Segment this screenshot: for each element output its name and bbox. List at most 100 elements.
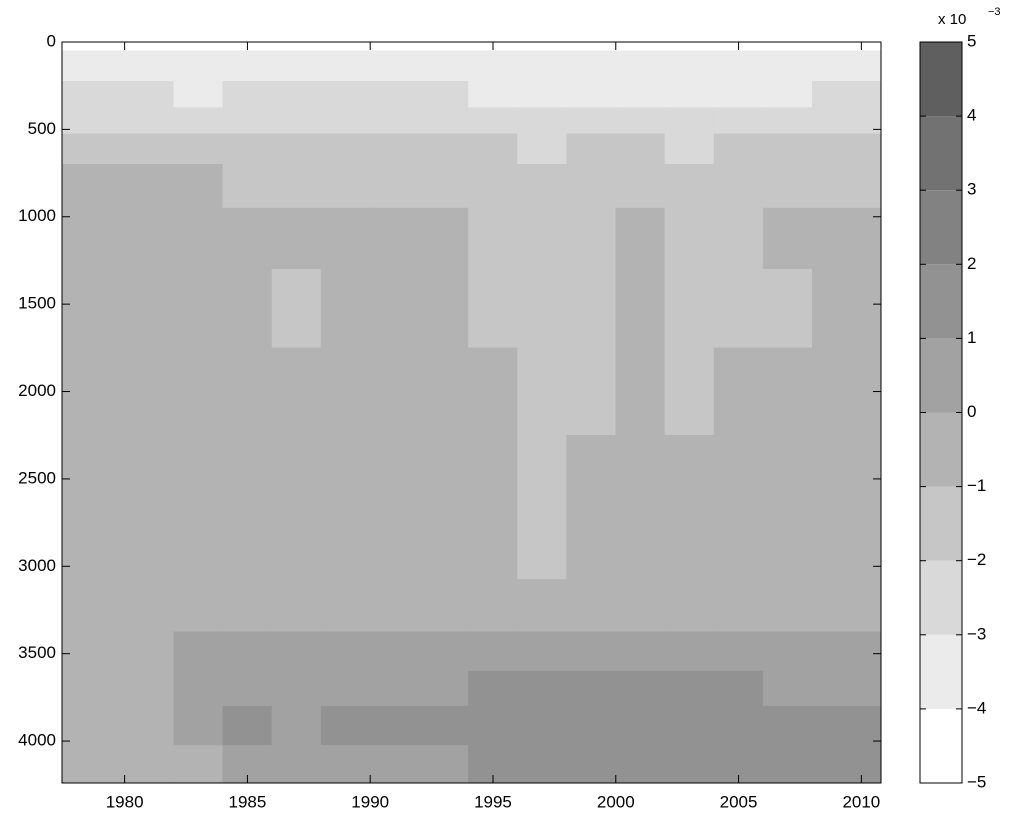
contour-cell: [419, 107, 469, 135]
colorbar-band: [920, 338, 962, 413]
contour-cell: [419, 705, 469, 746]
contour-cell: [615, 107, 666, 135]
contour-cell: [811, 107, 882, 135]
colorbar-exponent: −3: [988, 6, 1001, 18]
contour-cell: [419, 670, 469, 707]
contour-cell: [517, 434, 567, 515]
contour-cell: [811, 670, 882, 707]
contour-cell: [713, 631, 764, 672]
colorbar-tick-label: 4: [967, 106, 976, 125]
contour-cell: [61, 107, 125, 135]
contour-cell: [222, 670, 273, 707]
contour-cell: [369, 347, 420, 436]
contour-cell: [61, 164, 125, 209]
contour-cell: [369, 705, 420, 746]
contour-cell: [320, 745, 371, 784]
contour-cell: [468, 513, 518, 580]
contour-cell: [61, 670, 125, 707]
colorbar-tick-label: 5: [967, 31, 976, 50]
contour-cell: [222, 434, 273, 515]
contour-cell: [271, 347, 322, 436]
contour-cell: [61, 133, 125, 165]
contour-cell: [173, 513, 224, 580]
contour-cell: [664, 745, 715, 784]
contour-cell: [61, 631, 125, 672]
contour-cell: [419, 133, 469, 165]
contour-cell: [271, 670, 322, 707]
contour-cell: [566, 670, 617, 707]
contour-cell: [173, 670, 224, 707]
contour-cell: [566, 133, 617, 165]
contour-cell: [762, 50, 813, 82]
colorbar-tick-label: −1: [967, 476, 986, 495]
x-tick-label: 2005: [720, 792, 758, 811]
colorbar-band: [920, 708, 962, 783]
contour-cell: [271, 579, 322, 633]
contour-cell: [762, 745, 813, 784]
contour-cell: [61, 513, 125, 580]
contour-cell: [271, 705, 322, 746]
contour-cell: [61, 207, 125, 270]
contour-cell: [222, 50, 273, 82]
contour-cell: [320, 670, 371, 707]
contour-cell: [124, 50, 174, 82]
contour-cell: [468, 50, 518, 82]
contour-cell: [468, 81, 518, 108]
contour-cell: [811, 705, 882, 746]
contour-cell: [517, 164, 567, 209]
contour-cell: [468, 268, 518, 349]
contour-cell: [419, 631, 469, 672]
contour-cell: [664, 513, 715, 580]
contour-cell: [173, 268, 224, 349]
x-tick-label: 2010: [842, 792, 880, 811]
contour-cell: [762, 513, 813, 580]
contour-cell: [419, 268, 469, 349]
y-tick-label: 500: [28, 119, 56, 138]
contour-cell: [320, 81, 371, 108]
contour-cell: [173, 631, 224, 672]
y-tick-label: 2500: [18, 468, 56, 487]
contour-cell: [124, 631, 174, 672]
contour-cell: [419, 579, 469, 633]
contour-cell: [271, 107, 322, 135]
contour-cell: [615, 434, 666, 515]
contour-cell: [468, 579, 518, 633]
contour-cell: [222, 107, 273, 135]
contour-cell: [173, 107, 224, 135]
contour-cell: [517, 631, 567, 672]
contour-cell: [124, 268, 174, 349]
contour-cell: [664, 133, 715, 165]
contour-cell: [762, 631, 813, 672]
contour-cell: [369, 745, 420, 784]
contour-cell: [222, 133, 273, 165]
contour-cell: [369, 50, 420, 82]
contour-cell: [320, 513, 371, 580]
contour-cell: [811, 513, 882, 580]
y-tick-label: 1500: [18, 294, 56, 313]
contour-cell: [713, 670, 764, 707]
x-tick-label: 1990: [351, 792, 389, 811]
contour-cell: [615, 50, 666, 82]
contour-cell: [271, 434, 322, 515]
contour-cell: [369, 513, 420, 580]
contour-cell: [566, 745, 617, 784]
y-tick-label: 3500: [18, 643, 56, 662]
contour-cell: [124, 164, 174, 209]
axes: 1980 1985 1990 1995 2000 2005 2010 0 500 1000 1500…: [18, 31, 986, 811]
contour-cell: [369, 579, 420, 633]
contour-cell: [811, 81, 882, 108]
contour-cell: [124, 705, 174, 746]
contour-cell: [369, 81, 420, 108]
contour-cell: [271, 207, 322, 270]
contour-cell: [173, 50, 224, 82]
contour-cell: [615, 631, 666, 672]
contour-cell: [762, 107, 813, 135]
contour-cell: [222, 164, 273, 209]
contour-cell: [566, 513, 617, 580]
contour-cell: [320, 107, 371, 135]
contour-cell: [369, 107, 420, 135]
contour-cell: [811, 745, 882, 784]
contour-cell: [419, 50, 469, 82]
contour-cell: [173, 164, 224, 209]
contour-cell: [517, 207, 567, 270]
